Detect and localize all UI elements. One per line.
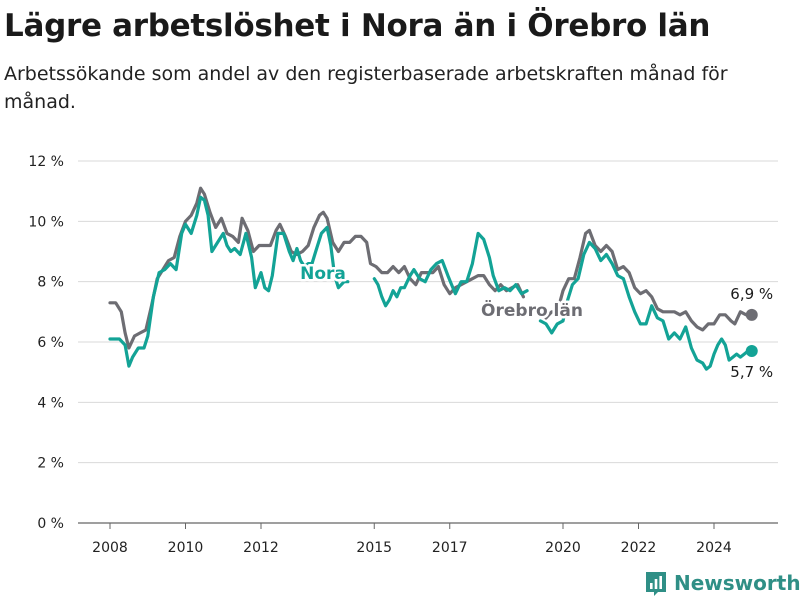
orebro-lan-end-label: 6,9 % [730, 285, 773, 303]
x-tick-label: 2008 [92, 540, 128, 556]
x-tick-label: 2020 [545, 540, 581, 556]
y-tick-label: 2 % [37, 456, 64, 472]
newsworthy-logo[interactable]: Newsworthy [644, 568, 800, 598]
y-tick-label: 10 % [28, 214, 64, 230]
nora-line [538, 240, 754, 371]
grid-lines [78, 160, 778, 524]
y-axis-ticks: 0 % 2 % 4 % 6 % 8 % 10 % 12 % [28, 154, 64, 532]
orebro-lan-line [108, 186, 525, 350]
y-tick-label: 12 % [28, 154, 64, 170]
series-lines [108, 186, 754, 371]
y-tick-label: 0 % [37, 516, 64, 532]
x-tick-label: 2024 [696, 540, 732, 556]
orebro-lan-end-marker [745, 308, 758, 321]
y-tick-label: 8 % [37, 275, 64, 291]
x-tick-label: 2015 [356, 540, 392, 556]
nora-end-marker [745, 345, 758, 358]
x-tick-label: 2012 [243, 540, 279, 556]
x-tick-label: 2017 [432, 540, 468, 556]
chart-subtitle: Arbetssökande som andel av den registerb… [4, 63, 728, 113]
x-tick-label: 2022 [621, 540, 657, 556]
orebro-lan-series-label: Örebro län [481, 299, 583, 321]
nora-end-label: 5,7 % [730, 363, 773, 381]
y-tick-label: 6 % [37, 335, 64, 351]
series-labels: 6,9 % 5,7 % Nora Örebro län [298, 262, 774, 382]
x-tick-label: 2010 [168, 540, 204, 556]
nora-line [108, 195, 350, 368]
chart-title: Lägre arbetslöshet i Nora än i Örebro lä… [4, 8, 711, 44]
newsworthy-logo-icon [646, 572, 666, 596]
y-tick-label: 4 % [37, 395, 64, 411]
orebro-lan-line [544, 228, 754, 332]
nora-line [372, 231, 529, 308]
x-axis: 2008 2010 2012 2015 2017 2020 2022 2024 [92, 523, 732, 556]
nora-series-label: Nora [300, 264, 346, 284]
brand-name: Newsworthy [674, 571, 800, 595]
